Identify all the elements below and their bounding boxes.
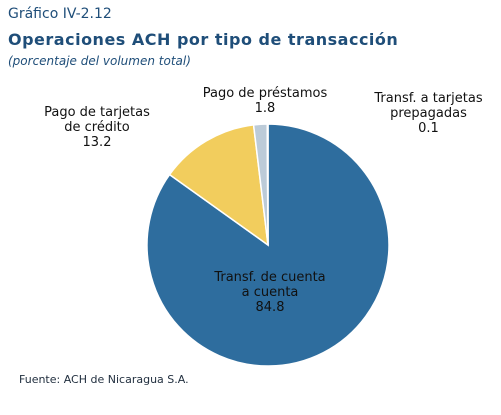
slice-pago-tarjetas	[168, 124, 269, 247]
slice-value-pago-prestamos: 1.8	[254, 101, 276, 116]
slice-value-transf-prepagadas: 0.1	[418, 121, 439, 136]
slice-transf-prepagadas	[266, 123, 269, 246]
slice-label-transf-cuenta: Transf. de cuenta a cuenta 84.8	[165, 270, 375, 315]
slice-label-transf-prepagadas: Transf. a tarjetas prepagadas 0.1	[356, 91, 501, 136]
slice-value-pago-tarjetas: 13.2	[82, 135, 112, 150]
chart-subtitle: (porcentaje del volumen total)	[8, 54, 191, 68]
slice-value-transf-cuenta: 84.8	[255, 300, 285, 315]
source-note: Fuente: ACH de Nicaragua S.A.	[19, 373, 189, 386]
slice-label-pago-tarjetas: Pago de tarjetas de crédito 13.2	[22, 105, 172, 150]
slice-label-transf-cuenta-line2: a cuenta	[241, 285, 299, 300]
slice-label-transf-prepagadas-line1: Transf. a tarjetas	[374, 91, 483, 106]
slice-label-transf-cuenta-line1: Transf. de cuenta	[214, 270, 326, 285]
slice-label-pago-tarjetas-line1: Pago de tarjetas	[44, 105, 150, 120]
slice-label-pago-prestamos: Pago de préstamos 1.8	[185, 86, 345, 116]
slice-label-transf-prepagadas-line2: prepagadas	[390, 106, 467, 121]
figure-number: Gráfico IV-2.12	[8, 6, 112, 22]
slice-label-pago-prestamos-line1: Pago de préstamos	[202, 86, 328, 101]
slice-label-pago-tarjetas-line2: de crédito	[64, 120, 130, 135]
chart-title: Operaciones ACH por tipo de transacción	[8, 30, 399, 49]
